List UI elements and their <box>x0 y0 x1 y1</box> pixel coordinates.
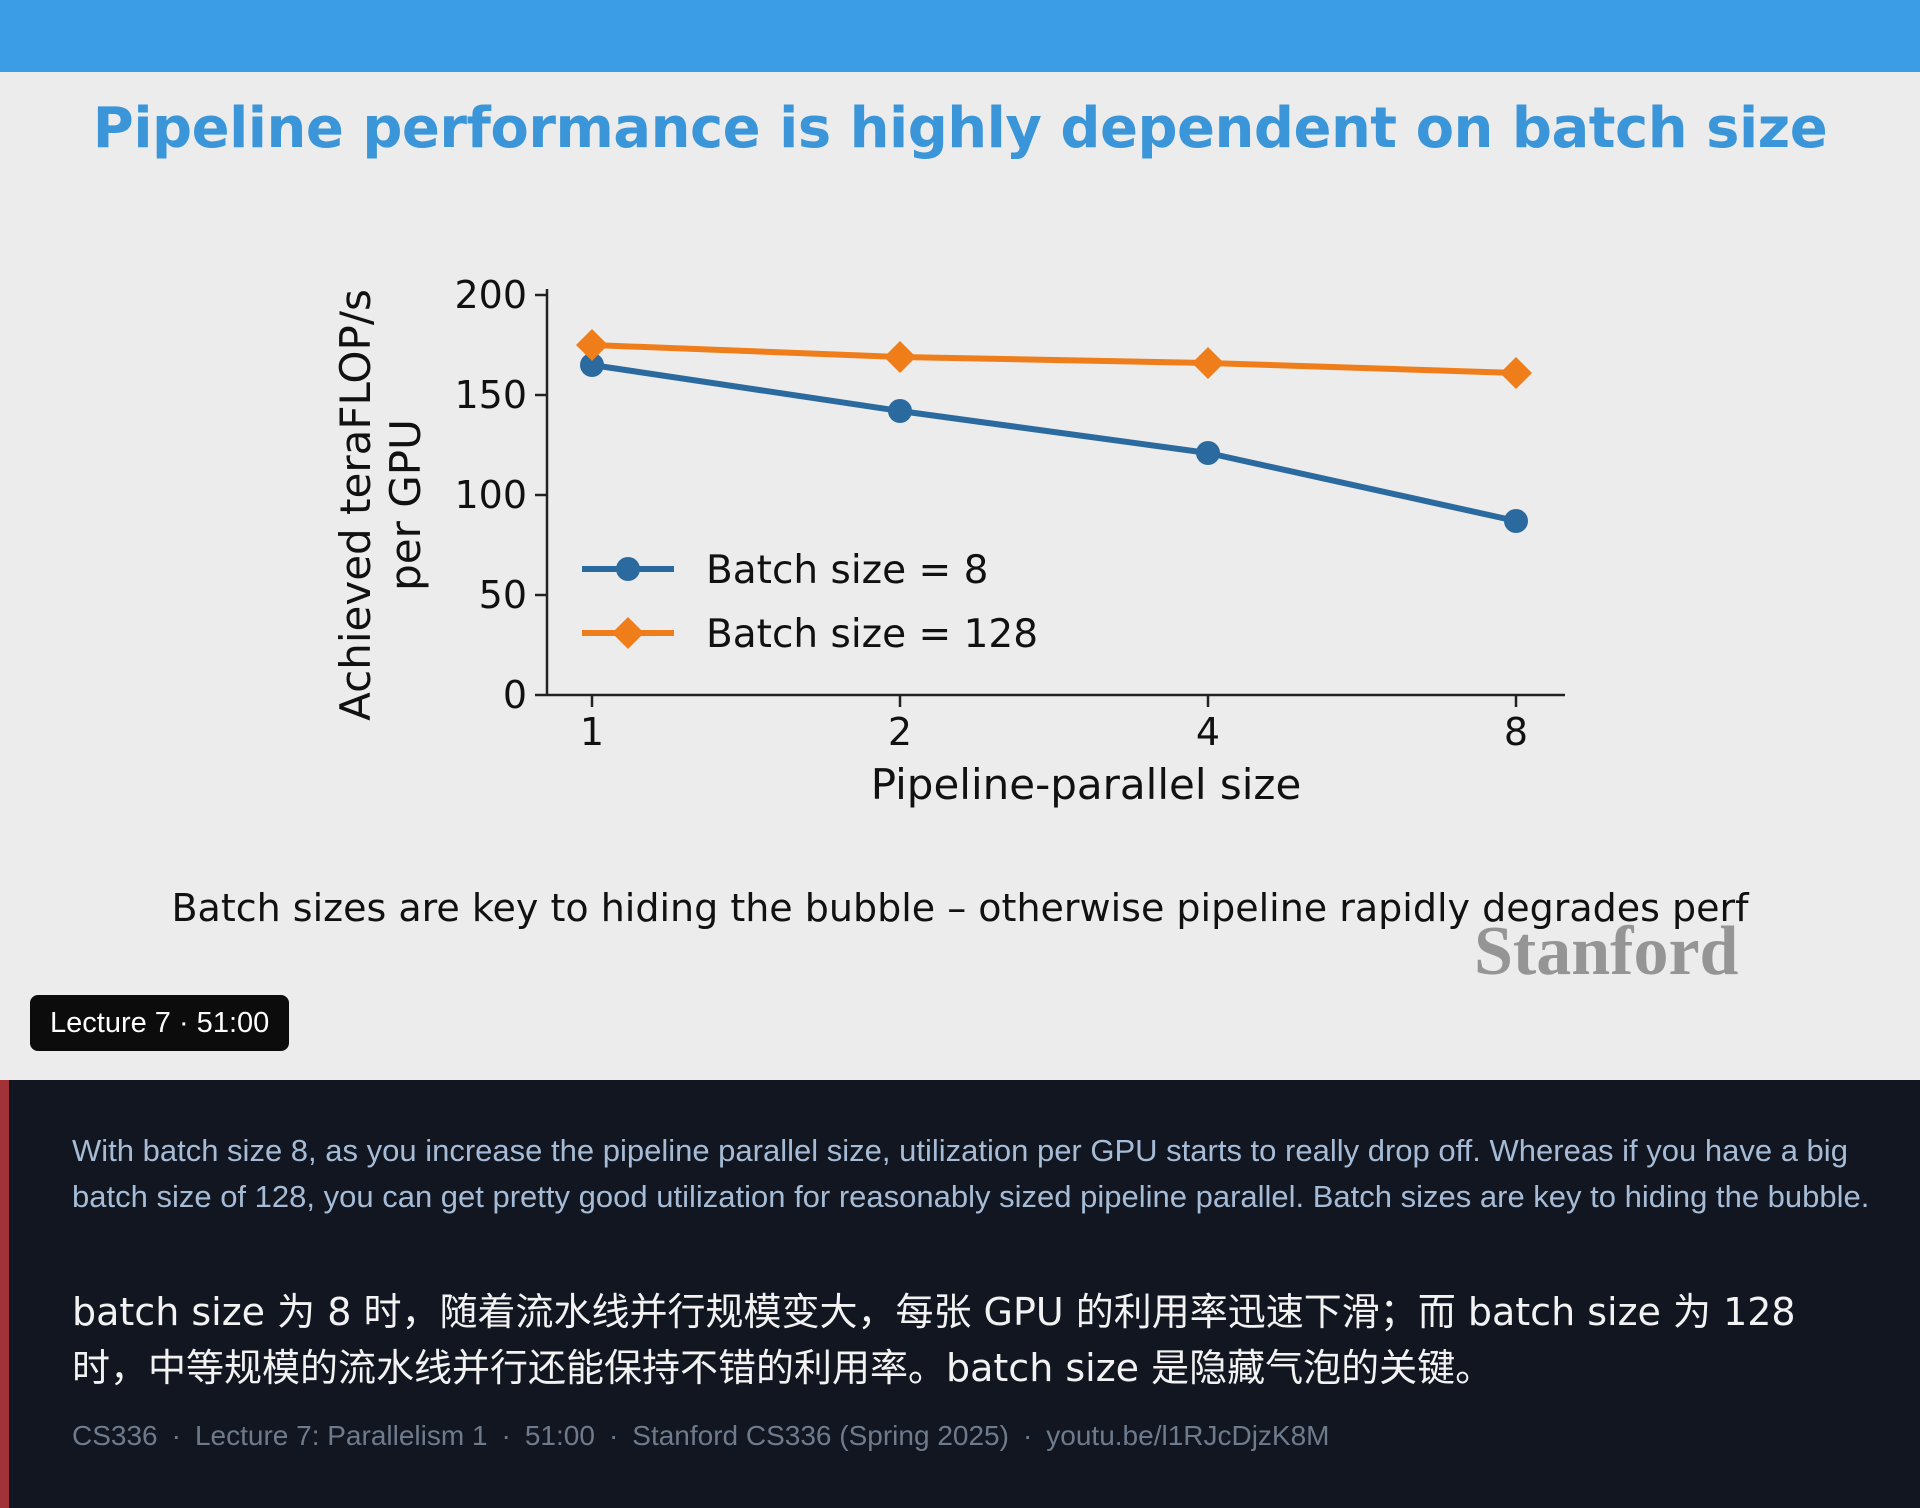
y-tick-label: 150 <box>454 373 527 417</box>
data-point <box>576 329 608 361</box>
slide-title: Pipeline performance is highly dependent… <box>92 96 1828 161</box>
series-line <box>591 362 1517 524</box>
y-tick-label: 0 <box>503 673 527 717</box>
meta-time: 51:00 <box>524 1420 595 1451</box>
line-chart: 0 50 100 150 200 1 2 4 8 Pipeline-parallel size Ac… <box>331 273 1565 809</box>
x-tick-label: 1 <box>580 710 604 754</box>
legend-marker <box>616 557 640 581</box>
panel-accent-bar <box>0 1080 9 1508</box>
series-line <box>591 342 1517 376</box>
y-tick-label: 200 <box>454 273 527 317</box>
data-point <box>1504 509 1528 533</box>
legend-marker <box>612 617 644 649</box>
slide-caption: Batch sizes are key to hiding the bubble… <box>171 886 1749 930</box>
stanford-logo: Stanford <box>1474 913 1739 990</box>
slide-top-bar <box>0 0 1920 72</box>
y-axis-label-line: per GPU <box>381 419 430 591</box>
x-tick-label: 4 <box>1196 710 1220 754</box>
x-tick-label: 2 <box>888 710 912 754</box>
data-point <box>1192 347 1224 379</box>
data-point <box>1196 441 1220 465</box>
data-point <box>888 399 912 423</box>
y-tick-label: 50 <box>479 573 527 617</box>
data-point <box>580 353 604 377</box>
data-point <box>1500 357 1532 389</box>
transcript-panel <box>0 1080 1920 1508</box>
legend-label: Batch size = 8 <box>706 548 988 593</box>
x-tick-label: 8 <box>1504 710 1528 754</box>
transcript-english: With batch size 8, as you increase the p… <box>72 1133 1870 1214</box>
meta-course: CS336 <box>72 1420 158 1451</box>
meta-link[interactable]: youtu.be/l1RJcDjzK8M <box>1046 1420 1330 1451</box>
y-tick-label: 100 <box>454 473 527 517</box>
x-axis-label: Pipeline-parallel size <box>871 760 1302 809</box>
y-axis-label-line: Achieved teraFLOP/s <box>331 289 380 721</box>
transcript-chinese: batch size 为 8 时，随着流水线并行规模变大，每张 GPU 的利用率… <box>72 1290 1796 1390</box>
lecture-timestamp-badge: Lecture 7 · 51:00 <box>30 995 290 1051</box>
transcript-meta: CS336 · Lecture 7: Parallelism 1 · 51:00 · Sta… <box>72 1420 1330 1451</box>
meta-source: Stanford CS336 (Spring 2025) <box>632 1420 1009 1451</box>
legend-label: Batch size = 128 <box>706 612 1038 657</box>
meta-lecture: Lecture 7: Parallelism 1 <box>194 1420 488 1451</box>
y-axis-label: Achieved teraFLOP/s per GPU <box>331 289 430 721</box>
data-point <box>884 341 916 373</box>
